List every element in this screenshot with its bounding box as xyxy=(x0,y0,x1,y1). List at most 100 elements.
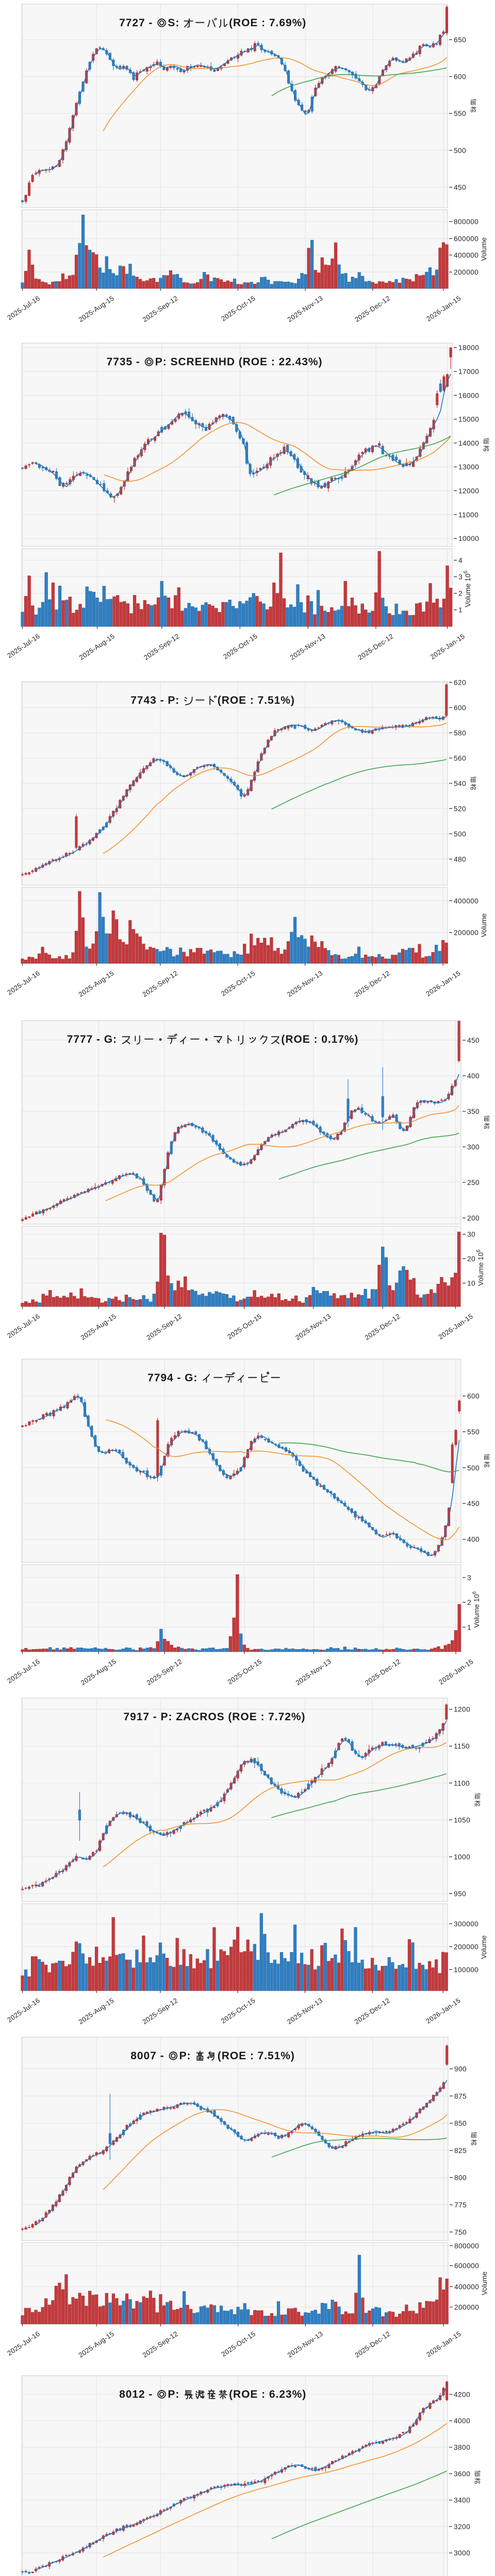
svg-text:1000: 1000 xyxy=(454,1853,470,1861)
svg-text:400000: 400000 xyxy=(454,2283,479,2291)
svg-text:600000: 600000 xyxy=(454,2262,479,2270)
svg-text:800000: 800000 xyxy=(454,2242,479,2250)
svg-text:520: 520 xyxy=(454,805,466,812)
svg-text:2: 2 xyxy=(467,1599,471,1606)
svg-text:500: 500 xyxy=(454,147,466,155)
svg-text:(ROE : 0.17%): (ROE : 0.17%) xyxy=(281,1033,358,1045)
svg-text:450: 450 xyxy=(467,1500,480,1507)
svg-text:3200: 3200 xyxy=(454,2523,470,2531)
svg-text:600: 600 xyxy=(467,1393,480,1400)
svg-text:P:: P: xyxy=(168,2388,179,2400)
svg-text:P: SCREENHD (ROE : 22.43%): P: SCREENHD (ROE : 22.43%) xyxy=(155,356,323,368)
svg-text:7794 - G:: 7794 - G: xyxy=(147,1372,197,1384)
svg-text:850: 850 xyxy=(454,2120,467,2127)
svg-text:10: 10 xyxy=(467,1280,475,1287)
svg-text:1: 1 xyxy=(458,606,463,614)
svg-text:Volume: Volume xyxy=(480,1935,488,1959)
svg-text:30: 30 xyxy=(467,1231,475,1239)
svg-text:Volume: Volume xyxy=(480,237,488,261)
svg-text:750: 750 xyxy=(454,2228,467,2236)
svg-text:800: 800 xyxy=(454,2174,467,2182)
svg-text:Volume 106: Volume 106 xyxy=(463,571,472,607)
svg-text:7727 -: 7727 - xyxy=(119,17,153,29)
svg-text:16000: 16000 xyxy=(458,392,479,399)
svg-text:540: 540 xyxy=(454,779,466,787)
svg-text:200000: 200000 xyxy=(454,268,478,276)
svg-text:200000: 200000 xyxy=(454,2303,479,2311)
svg-text:450: 450 xyxy=(467,1037,480,1044)
svg-text:3: 3 xyxy=(458,573,463,581)
svg-text:620: 620 xyxy=(454,679,466,686)
svg-text:Volume 106: Volume 106 xyxy=(476,1249,485,1286)
svg-text:1: 1 xyxy=(467,1623,471,1631)
svg-text:8012 -: 8012 - xyxy=(119,2388,153,2400)
svg-text:400000: 400000 xyxy=(454,897,478,905)
svg-text:S:: S: xyxy=(168,17,179,29)
svg-text:15000: 15000 xyxy=(458,416,479,423)
svg-text:1200: 1200 xyxy=(454,1706,470,1714)
svg-text:4200: 4200 xyxy=(454,2391,470,2398)
svg-text:12000: 12000 xyxy=(458,487,479,495)
svg-text:560: 560 xyxy=(454,754,466,762)
svg-text:(ROE : 7.51%): (ROE : 7.51%) xyxy=(218,2050,295,2062)
svg-text:1100: 1100 xyxy=(454,1780,470,1787)
svg-text:600: 600 xyxy=(454,704,466,711)
svg-text:450: 450 xyxy=(454,183,466,191)
svg-text:14000: 14000 xyxy=(458,439,479,447)
svg-text:17000: 17000 xyxy=(458,368,479,376)
svg-text:550: 550 xyxy=(454,110,466,117)
svg-text:Volume 106: Volume 106 xyxy=(472,1591,481,1628)
svg-text:(ROE : 7.69%): (ROE : 7.69%) xyxy=(229,17,306,29)
svg-text:500: 500 xyxy=(467,1464,480,1472)
svg-text:8007 -: 8007 - xyxy=(130,2050,164,2062)
svg-text:200000: 200000 xyxy=(454,929,478,937)
svg-text:200000: 200000 xyxy=(454,1943,478,1951)
svg-text:2: 2 xyxy=(458,590,463,598)
svg-text:4000: 4000 xyxy=(454,2417,470,2425)
svg-text:550: 550 xyxy=(467,1428,480,1436)
svg-text:580: 580 xyxy=(454,729,466,737)
svg-text:250: 250 xyxy=(467,1179,480,1187)
svg-text:600: 600 xyxy=(454,73,466,81)
svg-text:900: 900 xyxy=(454,2065,467,2073)
svg-text:480: 480 xyxy=(454,855,466,863)
svg-text:11000: 11000 xyxy=(458,511,478,519)
svg-text:400: 400 xyxy=(467,1072,480,1080)
svg-text:775: 775 xyxy=(454,2201,467,2209)
svg-text:800000: 800000 xyxy=(454,218,478,226)
svg-text:7735 -: 7735 - xyxy=(107,356,140,368)
svg-text:1150: 1150 xyxy=(454,1742,470,1750)
svg-text:7917 - P: ZACROS (ROE : 7.72%): 7917 - P: ZACROS (ROE : 7.72%) xyxy=(124,1711,306,1723)
svg-text:875: 875 xyxy=(454,2092,467,2100)
svg-text:3800: 3800 xyxy=(454,2444,470,2451)
svg-text:350: 350 xyxy=(467,1108,480,1115)
svg-text:3600: 3600 xyxy=(454,2470,470,2478)
svg-text:400: 400 xyxy=(467,1536,480,1544)
svg-text:300000: 300000 xyxy=(454,1920,478,1928)
svg-text:10000: 10000 xyxy=(458,535,479,543)
svg-text:P:: P: xyxy=(179,2050,191,2062)
svg-text:200: 200 xyxy=(467,1214,480,1222)
svg-text:(ROE : 6.23%): (ROE : 6.23%) xyxy=(229,2388,306,2400)
svg-text:7777 - G:: 7777 - G: xyxy=(67,1033,117,1045)
svg-text:500: 500 xyxy=(454,830,466,838)
svg-text:400000: 400000 xyxy=(454,251,478,259)
svg-text:13000: 13000 xyxy=(458,463,479,471)
svg-text:950: 950 xyxy=(454,1890,466,1898)
svg-text:1050: 1050 xyxy=(454,1816,470,1824)
svg-text:3: 3 xyxy=(467,1574,471,1582)
svg-text:20: 20 xyxy=(467,1255,475,1263)
svg-text:3000: 3000 xyxy=(454,2549,470,2557)
svg-text:600000: 600000 xyxy=(454,235,478,243)
svg-text:650: 650 xyxy=(454,36,466,44)
svg-text:Volume: Volume xyxy=(481,2272,488,2295)
svg-text:(ROE : 7.51%): (ROE : 7.51%) xyxy=(218,694,295,706)
svg-text:Volume: Volume xyxy=(480,913,488,937)
svg-text:100000: 100000 xyxy=(454,1966,478,1974)
svg-text:825: 825 xyxy=(454,2147,467,2155)
svg-text:18000: 18000 xyxy=(458,344,479,352)
svg-text:4: 4 xyxy=(458,556,463,564)
svg-text:7743 - P:: 7743 - P: xyxy=(130,694,179,706)
svg-text:300: 300 xyxy=(467,1143,480,1151)
svg-text:3400: 3400 xyxy=(454,2497,470,2504)
